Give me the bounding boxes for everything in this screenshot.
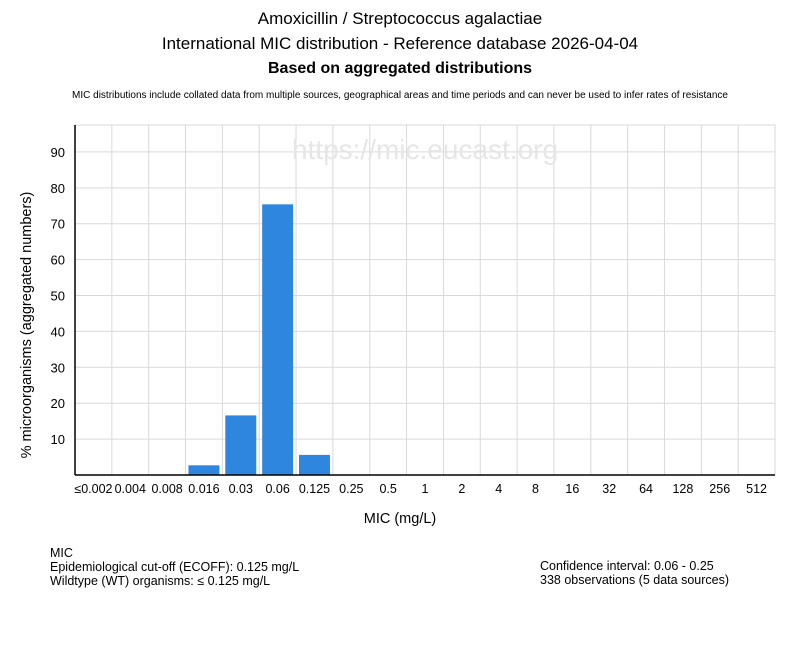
footer-left: MIC Epidemiological cut-off (ECOFF): 0.1… [50, 546, 299, 588]
bar-0.06 [262, 204, 294, 476]
x-tick-label: 0.016 [188, 482, 219, 496]
plot-frame [74, 124, 776, 476]
mic-distribution-chart: https://mic.eucast.org 10 20 30 40 50 60 70 80 9… [19, 124, 776, 527]
x-tick-label: 512 [746, 482, 767, 496]
grid-layer [74, 124, 776, 476]
footer-mic-heading: MIC [50, 546, 73, 560]
y-tick-label: 50 [51, 289, 65, 304]
x-axis-label: MIC (mg/L) [364, 511, 437, 527]
y-axis-label: % microorganisms (aggregated numbers) [19, 192, 35, 459]
x-tick-label: 32 [602, 482, 616, 496]
footer-observations: 338 observations (5 data sources) [540, 573, 729, 587]
chart-title-line3: Based on aggregated distributions [267, 60, 533, 77]
x-tick-label: 0.125 [299, 482, 330, 496]
footer-confidence-interval: Confidence interval: 0.06 - 0.25 [540, 559, 714, 573]
x-tick-label: 2 [458, 482, 465, 496]
axis-layer: 10 20 30 40 50 60 70 80 90 ≤0.002 0.004 0.008 0.016 0… [51, 125, 775, 496]
x-tick-label: 256 [709, 482, 730, 496]
x-tick-label: 0.5 [379, 482, 396, 496]
chart-title-line1: Amoxicillin / Streptococcus agalactiae [257, 9, 543, 28]
y-tick-label: 40 [51, 324, 65, 339]
footer-wildtype: Wildtype (WT) organisms: ≤ 0.125 mg/L [50, 574, 271, 588]
x-tick-label: 64 [639, 482, 653, 496]
y-tick-label: 10 [51, 432, 65, 447]
bar-0.03 [225, 415, 257, 475]
footer-right: Confidence interval: 0.06 - 0.25 338 obs… [540, 559, 729, 587]
x-tick-label: ≤0.002 [74, 482, 112, 496]
x-tick-label: 0.25 [339, 482, 363, 496]
x-tick-label: 8 [532, 482, 539, 496]
footer-ecoff: Epidemiological cut-off (ECOFF): 0.125 m… [50, 560, 300, 574]
bar-0.016 [188, 465, 220, 475]
chart-title-line2: International MIC distribution - Referen… [161, 34, 639, 53]
disclaimer-note: MIC distributions include collated data … [72, 90, 728, 101]
x-tick-label: 4 [495, 482, 502, 496]
x-tick-label: 0.06 [265, 482, 289, 496]
watermark: https://mic.eucast.org [292, 134, 558, 165]
x-tick-label: 128 [672, 482, 693, 496]
bar-layer [188, 204, 330, 476]
x-tick-label: 16 [565, 482, 579, 496]
y-tick-label: 70 [51, 217, 65, 232]
x-tick-label: 0.008 [151, 482, 182, 496]
y-tick-label: 30 [51, 360, 65, 375]
bar-0.125 [299, 454, 330, 475]
y-tick-label: 90 [51, 145, 65, 160]
x-tick-label: 1 [422, 482, 429, 496]
y-tick-label: 60 [51, 253, 65, 268]
x-tick-label: 0.03 [229, 482, 253, 496]
x-tick-label: 0.004 [115, 482, 146, 496]
y-tick-label: 20 [51, 396, 65, 411]
y-tick-label: 80 [51, 181, 65, 196]
